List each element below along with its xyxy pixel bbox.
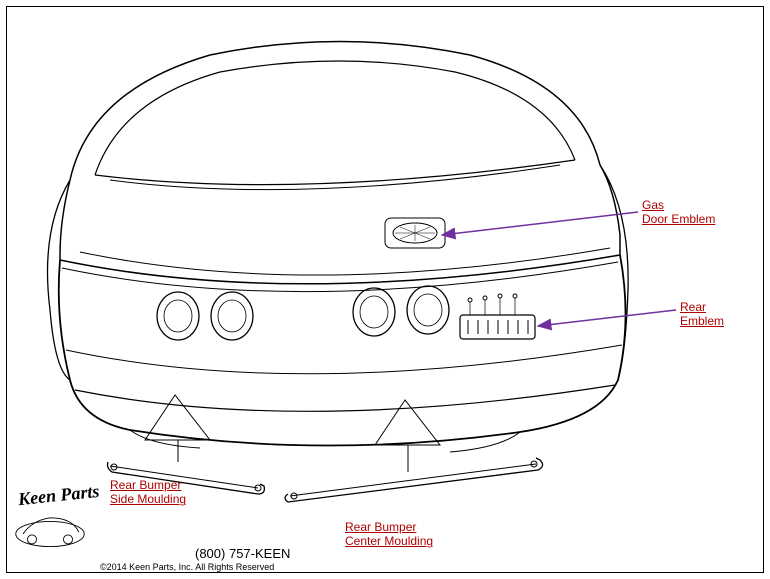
label-text: Emblem xyxy=(680,314,724,328)
copyright-text: ©2014 Keen Parts, Inc. All Rights Reserv… xyxy=(100,562,274,572)
label-text: Rear xyxy=(680,300,706,314)
label-rear-bumper-center-moulding[interactable]: Rear Bumper Center Moulding xyxy=(345,520,433,549)
rear-bumper-center-moulding xyxy=(285,458,543,502)
label-text: Door Emblem xyxy=(642,212,715,226)
taillight xyxy=(157,292,199,340)
taillight xyxy=(211,292,253,340)
callout-arrow-rear-emblem xyxy=(538,310,676,326)
label-text: Gas xyxy=(642,198,664,212)
callout-arrow-gas-door xyxy=(442,212,638,235)
label-rear-bumper-side-moulding[interactable]: Rear Bumper Side Moulding xyxy=(110,478,186,507)
label-text: Rear Bumper xyxy=(110,478,181,492)
phone-number: (800) 757-KEEN xyxy=(195,546,290,561)
label-gas-door-emblem[interactable]: Gas Door Emblem xyxy=(642,198,715,227)
label-text: Side Moulding xyxy=(110,492,186,506)
logo-car-sketch xyxy=(16,518,84,547)
label-text: Center Moulding xyxy=(345,534,433,548)
label-rear-emblem[interactable]: Rear Emblem xyxy=(680,300,724,329)
taillight xyxy=(353,288,395,336)
label-text: Rear Bumper xyxy=(345,520,416,534)
taillight xyxy=(407,286,449,334)
